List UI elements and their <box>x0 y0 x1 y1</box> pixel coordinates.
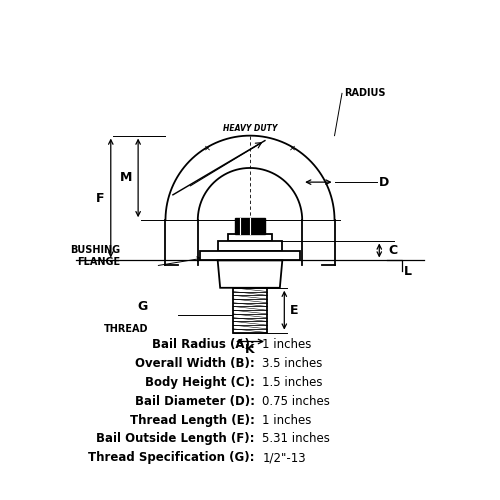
Text: 1 inches: 1 inches <box>262 414 312 426</box>
Bar <box>218 240 282 252</box>
Text: 1.5 inches: 1.5 inches <box>262 376 323 389</box>
Text: Thread Length (E):: Thread Length (E): <box>130 414 255 426</box>
Text: ✕: ✕ <box>204 144 211 153</box>
Text: Bail Outside Length (F):: Bail Outside Length (F): <box>96 432 255 446</box>
Text: Thread Specification (G):: Thread Specification (G): <box>88 452 255 464</box>
Text: 3.5 inches: 3.5 inches <box>262 357 323 370</box>
Bar <box>233 288 267 333</box>
Text: Bail Diameter (D):: Bail Diameter (D): <box>135 394 255 407</box>
Text: RADIUS: RADIUS <box>344 88 386 99</box>
Bar <box>228 234 272 240</box>
Text: Body Height (C):: Body Height (C): <box>145 376 255 389</box>
Text: K: K <box>245 344 255 356</box>
Text: ✕: ✕ <box>289 144 296 153</box>
Text: C: C <box>388 244 398 257</box>
Text: FLANGE: FLANGE <box>78 257 120 267</box>
Text: HEAVY DUTY: HEAVY DUTY <box>223 124 277 133</box>
Text: THREAD: THREAD <box>104 324 148 334</box>
Text: 1/2"-13: 1/2"-13 <box>262 452 306 464</box>
Text: Overall Width (B):: Overall Width (B): <box>135 357 255 370</box>
Text: E: E <box>290 304 299 316</box>
Text: L: L <box>404 265 412 278</box>
Text: G: G <box>138 300 148 312</box>
Text: D: D <box>380 176 390 188</box>
Bar <box>200 252 300 260</box>
Text: M: M <box>120 172 132 184</box>
Text: F: F <box>96 192 105 204</box>
Text: 5.31 inches: 5.31 inches <box>262 432 330 446</box>
Text: Bail Radius (A):: Bail Radius (A): <box>152 338 255 351</box>
Text: 0.75 inches: 0.75 inches <box>262 394 330 407</box>
Bar <box>235 218 265 234</box>
Text: 1 inches: 1 inches <box>262 338 312 351</box>
Text: BUSHING: BUSHING <box>70 245 120 255</box>
Polygon shape <box>218 260 282 288</box>
